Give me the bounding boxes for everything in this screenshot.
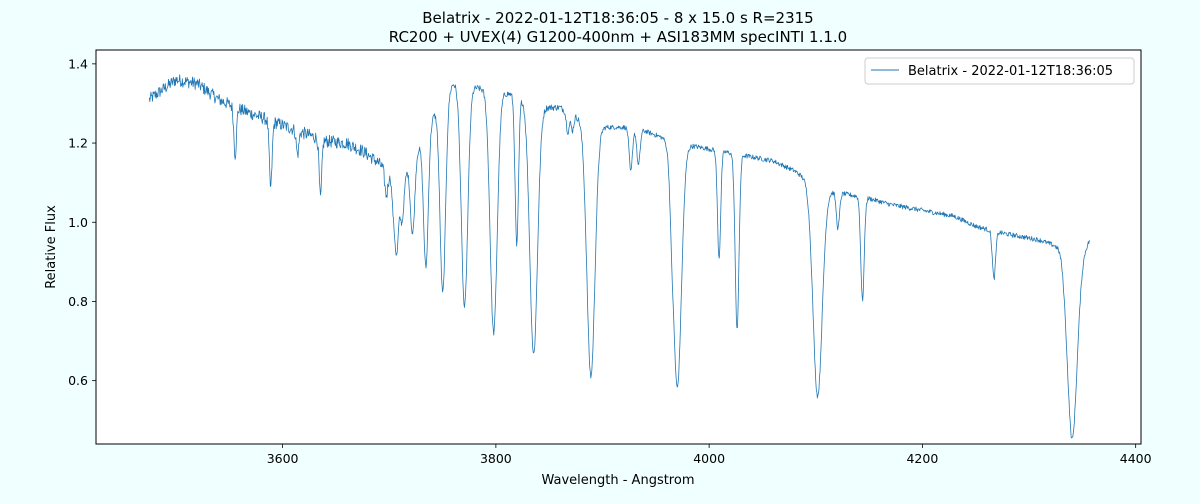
chart-title-line-2: RC200 + UVEX(4) G1200-400nm + ASI183MM s… bbox=[389, 28, 847, 46]
y-tick-label: 0.8 bbox=[68, 294, 88, 309]
chart-title-line-1: Belatrix - 2022-01-12T18:36:05 - 8 x 15.… bbox=[422, 9, 813, 27]
y-tick-label: 1.4 bbox=[68, 56, 88, 71]
y-tick-label: 1.0 bbox=[68, 215, 88, 230]
legend: Belatrix - 2022-01-12T18:36:05 bbox=[864, 57, 1135, 85]
tick-layer: 3600 3800 4000 4200 4400 0.6 0.8 1.0 1.2 1.4 bbox=[68, 56, 1152, 466]
legend-entry-label: Belatrix - 2022-01-12T18:36:05 bbox=[908, 64, 1113, 79]
x-axis-label: Wavelength - Angstrom bbox=[541, 473, 694, 488]
x-tick-label: 4000 bbox=[693, 451, 725, 466]
y-tick-label: 0.6 bbox=[68, 373, 88, 388]
legend-box bbox=[864, 57, 1135, 85]
x-tick-label: 4200 bbox=[906, 451, 938, 466]
y-tick-label: 1.2 bbox=[68, 136, 88, 151]
x-tick-label: 3600 bbox=[267, 451, 299, 466]
y-axis-label: Relative Flux bbox=[44, 205, 59, 289]
plot-frame bbox=[95, 49, 1142, 445]
series-layer bbox=[148, 74, 1091, 439]
x-tick-label: 4400 bbox=[1120, 451, 1152, 466]
spectrum-series-line bbox=[148, 74, 1091, 439]
x-tick-label: 3800 bbox=[480, 451, 512, 466]
